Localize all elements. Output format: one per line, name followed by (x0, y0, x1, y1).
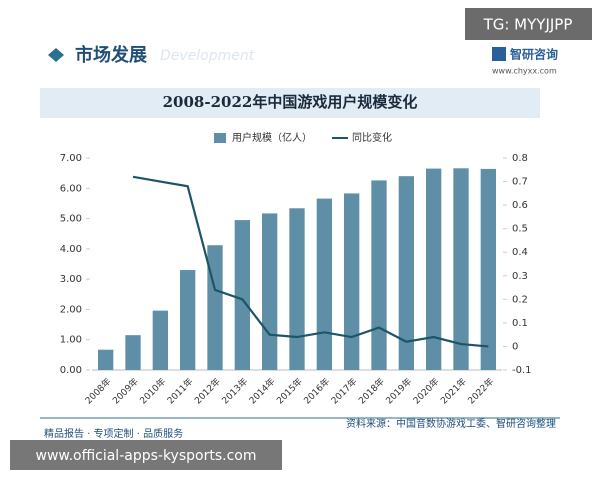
legend-label: 同比变化 (352, 131, 392, 144)
bar (207, 245, 223, 370)
y2-tick-label: 0.7 (512, 177, 528, 188)
tag: TG: MYYJJPP (483, 16, 573, 34)
y2-tick-label: 0.6 (512, 200, 528, 211)
legend-swatch (214, 133, 226, 143)
chart-title: 2008-2022年中国游戏用户规模变化 (163, 93, 418, 111)
bar (480, 168, 496, 370)
legend-label: 用户规模（亿人） (232, 131, 312, 144)
site-box (10, 440, 282, 470)
y2-tick-label: 0.4 (512, 247, 528, 258)
site: www.official-apps-kysports.com (36, 448, 257, 464)
bar (262, 213, 278, 370)
line (132, 175, 489, 348)
y2-tick-label: 0.3 (512, 271, 528, 282)
brand: 智研咨询 (509, 47, 558, 62)
y2-tick-label: 0 (512, 341, 518, 352)
y-tick-label: 4.00 (60, 244, 82, 255)
bar (234, 220, 250, 370)
y-tick-label: 2.00 (60, 304, 82, 315)
brand-url: www.chyxx.com (492, 67, 557, 76)
y-tick-label: 6.00 (60, 183, 82, 194)
section-en: Development (160, 48, 255, 64)
y-tick-label: 1.00 (60, 335, 82, 346)
y-tick-label: 7.00 (60, 153, 82, 164)
bar (371, 180, 387, 370)
bar (180, 270, 196, 370)
title-band (40, 88, 540, 118)
bar (98, 349, 114, 370)
bar (398, 176, 414, 370)
y2-tick-label: -0.1 (512, 365, 532, 376)
section-title: 市场发展 (75, 44, 148, 66)
bar (125, 335, 141, 370)
bar (344, 193, 360, 370)
bar (426, 168, 442, 370)
y2-tick-label: 0.2 (512, 294, 528, 305)
y-tick-label: 3.00 (60, 274, 82, 285)
bar (152, 310, 168, 370)
y-tick-label: 0.00 (60, 365, 82, 376)
y2-tick-label: 0.5 (512, 224, 528, 235)
section-icon (48, 48, 64, 62)
brand-logo (492, 47, 506, 61)
bar (453, 168, 469, 370)
bar (289, 208, 305, 370)
slogan: 精品报告 · 专项定制 · 品质服务 (44, 427, 183, 440)
y-tick-label: 5.00 (60, 214, 82, 225)
y2-tick-label: 0.8 (512, 153, 528, 164)
bar (316, 198, 332, 370)
source: 资料来源：中国音数协游戏工委、智研咨询整理 (346, 417, 556, 430)
y2-tick-label: 0.1 (512, 318, 528, 329)
tag-box (465, 8, 592, 40)
